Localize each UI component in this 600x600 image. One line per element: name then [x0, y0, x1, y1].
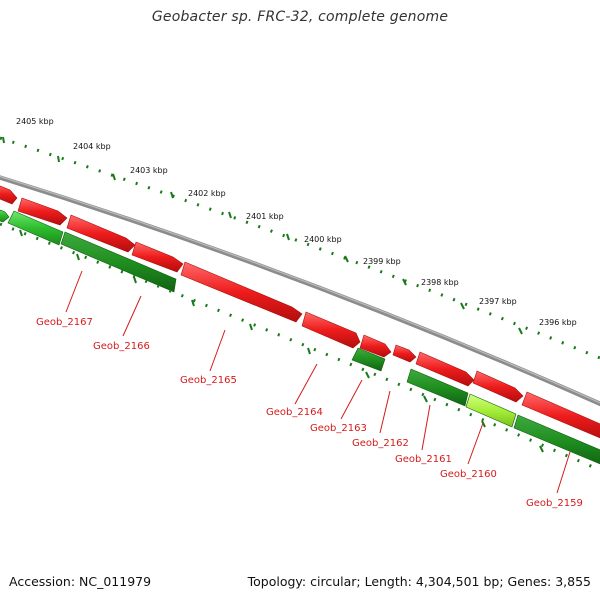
forward-gene: [521, 391, 600, 439]
gene-label: Geob_2166: [93, 341, 150, 352]
accession-text: Accession: NC_011979: [9, 574, 152, 589]
forward-gene: [66, 214, 136, 253]
reverse-gene: [7, 210, 64, 246]
forward-gene: [17, 197, 68, 226]
kbp-label: 2398 kbp: [421, 278, 459, 287]
genome-summary-text: Topology: circular; Length: 4,304,501 bp…: [247, 574, 591, 589]
reverse-strand-genes: [0, 209, 600, 465]
gene-label: Geob_2161: [395, 454, 452, 465]
forward-gene: [131, 241, 184, 273]
kbp-ticks: [2, 136, 523, 335]
kbp-label: 2402 kbp: [188, 189, 226, 198]
highlight-gene: [465, 393, 517, 428]
kbp-label: 2399 kbp: [363, 257, 401, 266]
gene-leader-lines: [65, 270, 571, 494]
reverse-gene: [0, 209, 10, 223]
gene-label: Geob_2165: [180, 375, 237, 386]
map-title: Geobacter sp. FRC-32, complete genome: [151, 9, 449, 25]
gene-labels: Geob_2167 Geob_2166 Geob_2165 Geob_2164 …: [36, 317, 583, 509]
kbp-label: 2401 kbp: [246, 212, 284, 221]
genome-backbone: [0, 175, 600, 407]
forward-gene: [359, 334, 392, 358]
forward-gene: [472, 370, 524, 403]
forward-gene: [0, 185, 18, 205]
forward-gene: [415, 351, 475, 387]
kbp-label: 2397 kbp: [479, 297, 517, 306]
inner-scale-ticks: [19, 229, 544, 453]
kbp-label: 2400 kbp: [304, 235, 342, 244]
reverse-gene: [513, 414, 600, 465]
kbp-label: 2405 kbp: [16, 117, 54, 126]
gene-label: Geob_2163: [310, 423, 367, 434]
gene-label: Geob_2159: [526, 498, 583, 509]
forward-gene: [301, 311, 361, 349]
gene-label: Geob_2160: [440, 469, 497, 480]
kbp-label: 2396 kbp: [539, 318, 577, 327]
forward-gene: [180, 261, 303, 323]
reverse-gene: [351, 347, 386, 372]
gene-label: Geob_2167: [36, 317, 93, 328]
gene-label: Geob_2162: [352, 438, 409, 449]
kbp-label: 2404 kbp: [73, 142, 111, 151]
gene-label: Geob_2164: [266, 407, 323, 418]
reverse-gene: [406, 368, 469, 407]
inner-scale-dots: [0, 222, 600, 472]
forward-strand-genes: [0, 185, 600, 439]
reverse-gene: [60, 231, 177, 293]
kbp-labels: 2405 kbp 2404 kbp 2403 kbp 2402 kbp 2401…: [16, 117, 577, 327]
forward-gene: [392, 344, 417, 363]
kbp-label: 2403 kbp: [130, 166, 168, 175]
